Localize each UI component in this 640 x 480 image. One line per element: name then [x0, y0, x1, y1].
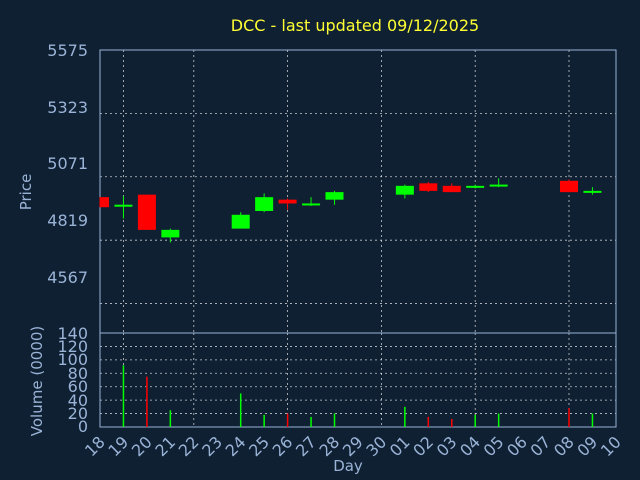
candle — [489, 178, 508, 188]
candle — [278, 198, 297, 210]
volume-bar — [404, 406, 406, 427]
volume-bar — [427, 416, 430, 427]
candle — [325, 190, 344, 205]
volume-tick-label: 60 — [68, 377, 88, 396]
volume-panel: 140 120 100 80 60 40 20 0 Volume (0000) — [28, 324, 617, 436]
day-axis-label: Day — [333, 457, 363, 475]
price-plot-frame — [99, 49, 617, 334]
volume-bar — [591, 413, 594, 427]
volume-bar — [286, 413, 289, 427]
volume-tick-label: 100 — [57, 350, 88, 369]
volume-tick-label: 20 — [68, 404, 88, 423]
volume-axis-label: Volume (0000) — [28, 326, 46, 436]
price-tick-label: 5575 — [47, 41, 88, 60]
volume-bar — [310, 416, 312, 427]
volume-tick-label: 0 — [78, 417, 88, 436]
candle — [99, 197, 109, 208]
candle — [161, 228, 180, 243]
volume-plot-frame — [99, 332, 617, 428]
volume-bars — [122, 365, 594, 427]
price-axis-label: Price — [17, 174, 35, 211]
candle-body — [114, 204, 133, 207]
volume-bar — [333, 413, 336, 427]
candle — [395, 184, 414, 199]
candle — [583, 187, 602, 195]
candle — [114, 195, 133, 219]
candle — [466, 184, 485, 189]
candle-body — [489, 184, 508, 187]
volume-grid — [100, 332, 616, 428]
price-tick-label: 4567 — [47, 268, 88, 287]
candle-body — [466, 185, 485, 188]
volume-tick-labels: 140 120 100 80 60 40 20 0 — [57, 324, 88, 436]
candle-body — [278, 199, 297, 204]
volume-bar — [122, 365, 125, 427]
volume-bar — [568, 408, 570, 427]
candle — [255, 193, 274, 213]
chart-title: DCC - last updated 09/12/2025 — [231, 16, 479, 35]
volume-bar — [146, 376, 148, 427]
candle-body — [231, 214, 250, 229]
candle-body — [325, 192, 344, 200]
candle — [419, 182, 438, 193]
price-tick-label: 5323 — [47, 98, 88, 117]
candle-body — [419, 183, 438, 191]
candle — [137, 194, 156, 230]
candle-body — [100, 197, 109, 208]
candle-body — [395, 185, 414, 195]
candle-body — [560, 180, 578, 193]
price-panel: 5575 5323 5071 4819 4567 Price — [17, 41, 617, 334]
candle — [231, 212, 250, 229]
volume-tick-label: 120 — [57, 337, 88, 356]
candle — [302, 197, 321, 206]
volume-bar — [474, 414, 476, 427]
volume-bar — [263, 414, 265, 427]
volume-tick-label: 140 — [57, 324, 88, 343]
day-tick-label: 10 — [597, 432, 625, 460]
candle-body — [442, 185, 461, 193]
volume-bar — [169, 410, 172, 427]
candle — [442, 183, 461, 193]
candles — [99, 178, 602, 243]
price-grid — [100, 49, 616, 333]
candle-body — [255, 197, 274, 211]
price-tick-labels: 5575 5323 5071 4819 4567 — [47, 41, 88, 287]
candle-body — [302, 203, 321, 206]
price-tick-label: 4819 — [47, 211, 88, 230]
candle-body — [137, 194, 156, 230]
volume-tick-label: 80 — [68, 364, 88, 383]
volume-bar — [451, 418, 453, 427]
candle-body — [583, 190, 602, 193]
volume-tick-label: 40 — [68, 391, 88, 410]
price-tick-label: 5071 — [47, 154, 88, 173]
candle — [560, 179, 578, 193]
candle-body — [161, 229, 180, 238]
volume-bar — [239, 393, 242, 427]
volume-bar — [497, 413, 500, 427]
